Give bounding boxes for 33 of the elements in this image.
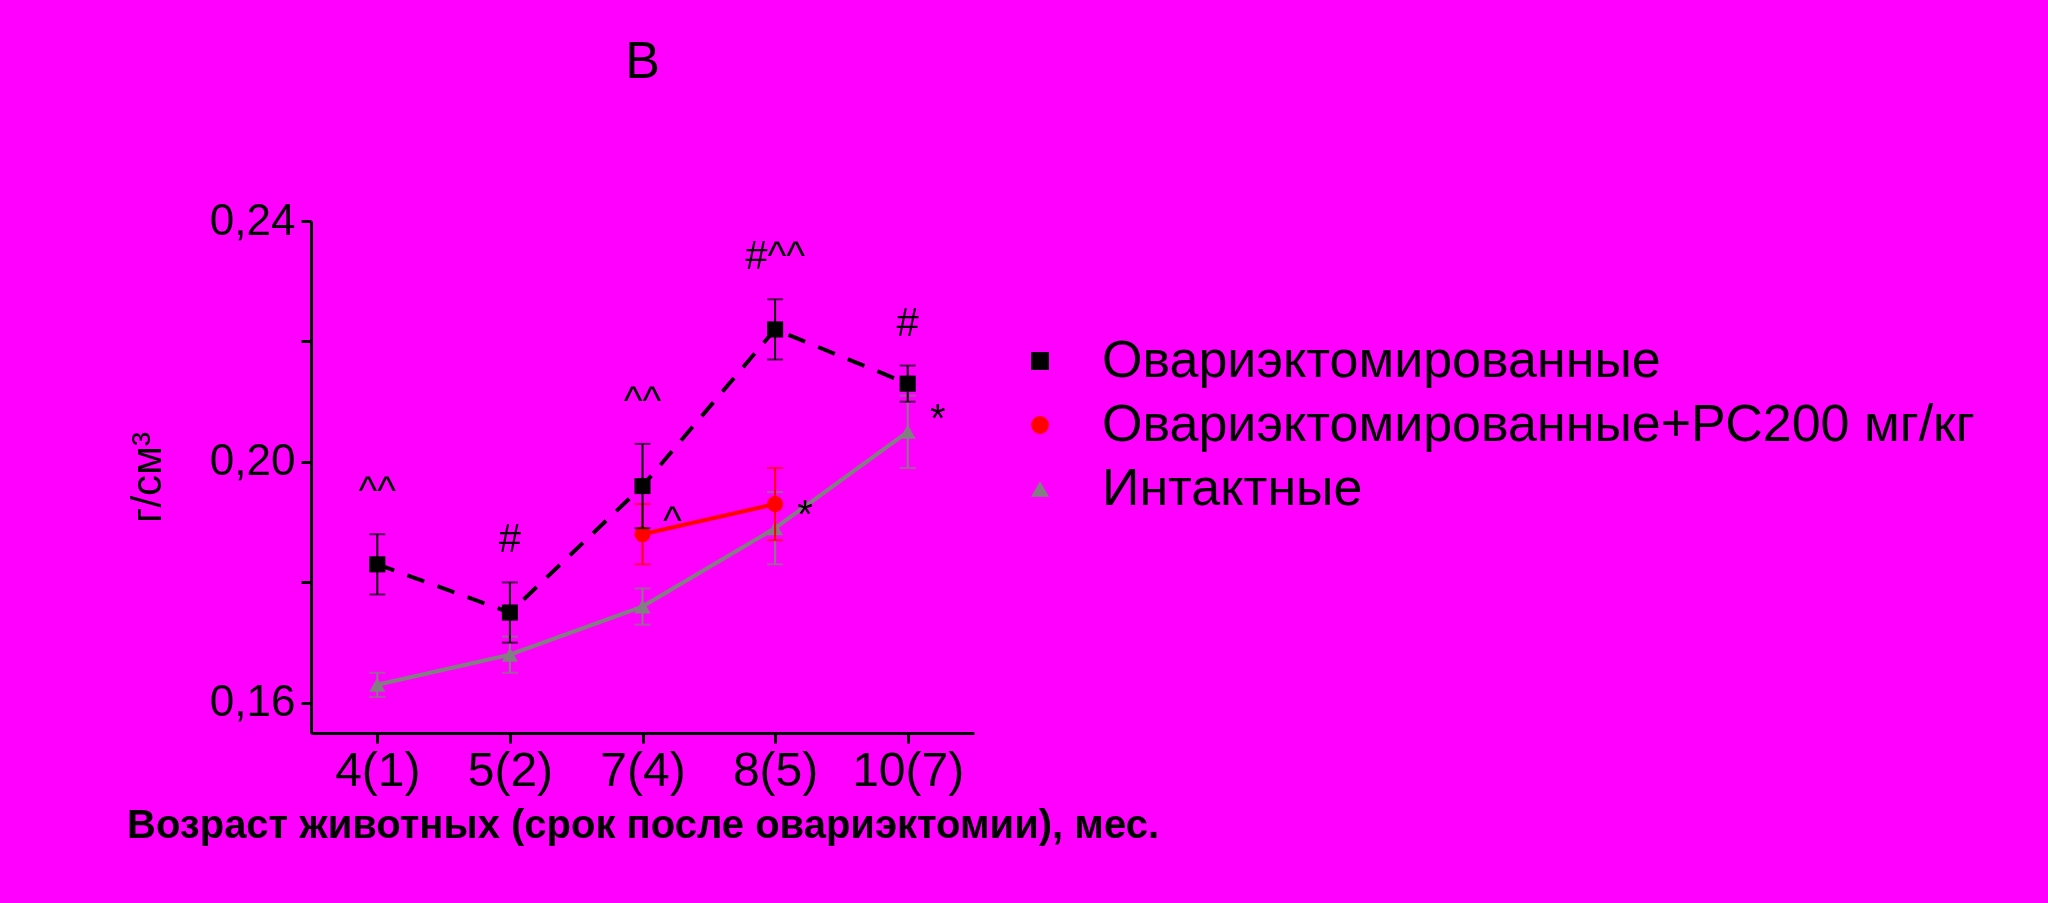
point — [501, 647, 518, 662]
point — [634, 477, 651, 495]
point — [634, 599, 651, 614]
x-tick-label: 4(1) — [335, 742, 421, 796]
legend-label: Овариэктомированные — [1102, 330, 1661, 388]
y-tick-label: 0,20 — [209, 435, 296, 485]
annotation: ^^ — [623, 377, 662, 422]
y-tick-label: 0,16 — [209, 676, 296, 726]
point — [767, 496, 784, 513]
point — [767, 321, 784, 338]
point — [899, 424, 916, 439]
annotation: ^ — [663, 498, 683, 543]
point — [501, 604, 518, 621]
x-tick-label: 5(2) — [467, 742, 554, 796]
annotation: # — [498, 516, 522, 561]
annotation: # — [896, 299, 920, 344]
annotation: * — [797, 492, 813, 537]
legend-label: Интактные — [1102, 458, 1363, 516]
point — [634, 526, 651, 543]
chart-title: В — [625, 31, 660, 89]
x-axis-title: Возраст животных (срок после овариэктомии), мес. — [127, 801, 1159, 846]
x-tick-label: 7(4) — [600, 742, 686, 796]
annotation: #^^ — [745, 233, 806, 278]
point — [899, 375, 916, 392]
annotation: * — [929, 395, 946, 440]
y-axis-title: г/см³ — [122, 432, 170, 523]
y-tick-label: 0,24 — [209, 194, 296, 244]
x-tick-label: 8(5) — [732, 742, 819, 796]
annotation: ^^ — [358, 468, 397, 513]
point — [369, 677, 386, 692]
x-tick-label: 10(7) — [852, 742, 965, 796]
point — [369, 556, 386, 573]
legend-label: Овариэктомированные+РС200 мг/кг — [1102, 394, 1975, 452]
